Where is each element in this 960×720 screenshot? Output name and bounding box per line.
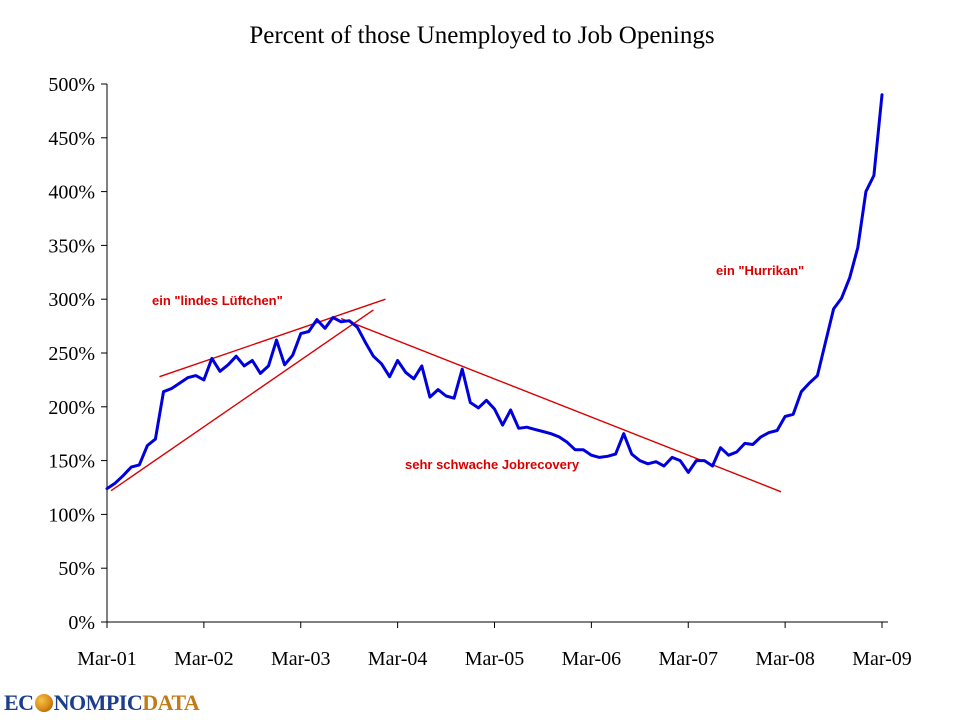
x-tick-label: Mar-09 [852,648,912,670]
logo-text-middle: NOMPIC [53,690,143,715]
x-tick-label: Mar-06 [562,648,622,670]
x-tick-label: Mar-02 [174,648,234,670]
series-line [105,93,884,491]
y-tick-label: 150% [48,451,95,473]
economicdata-logo: EC NOMPICDATA [4,690,200,716]
x-tick-label: Mar-03 [271,648,331,670]
y-tick-label: 200% [48,397,95,419]
chart: Percent of those Unemployed to Job Openi… [48,22,912,670]
x-tick-label: Mar-01 [77,648,137,670]
x-tick-label: Mar-05 [465,648,525,670]
y-tick-label: 250% [48,343,95,365]
annotations: ein "lindes Lüftchen" sehr schwache Jobr… [152,263,804,472]
series-group [105,93,884,491]
x-tick-label: Mar-07 [658,648,718,670]
y-tick-label: 300% [48,289,95,311]
x-axis: Mar-01 Mar-02 Mar-03 Mar-04 Mar-05 Mar-06 Mar-… [77,621,912,670]
y-axis: 0% 50% 100% 150% 200% 250% 300% 350% 400% 450% 500… [48,74,108,634]
x-tick-label: Mar-04 [368,648,428,670]
logo-text-data: DATA [142,690,200,715]
y-tick-label: 500% [48,74,95,96]
annotation-hurrikan: ein "Hurrikan" [716,263,804,278]
y-tick-label: 0% [68,612,95,634]
annotation-lindes-lueftchen: ein "lindes Lüftchen" [152,293,283,308]
chart-title: Percent of those Unemployed to Job Openi… [249,22,714,49]
globe-icon [34,694,53,712]
logo-text-main: EC [4,690,34,715]
x-tick-label: Mar-08 [755,648,815,670]
y-tick-label: 400% [48,182,95,204]
y-tick-label: 450% [48,128,95,150]
y-tick-label: 50% [58,558,95,580]
lower-rising-trend [110,309,374,492]
upper-rising-trend [159,298,386,378]
y-tick-label: 100% [48,504,95,526]
y-tick-label: 350% [48,235,95,257]
annotation-jobrecovery: sehr schwache Jobrecovery [405,457,580,472]
